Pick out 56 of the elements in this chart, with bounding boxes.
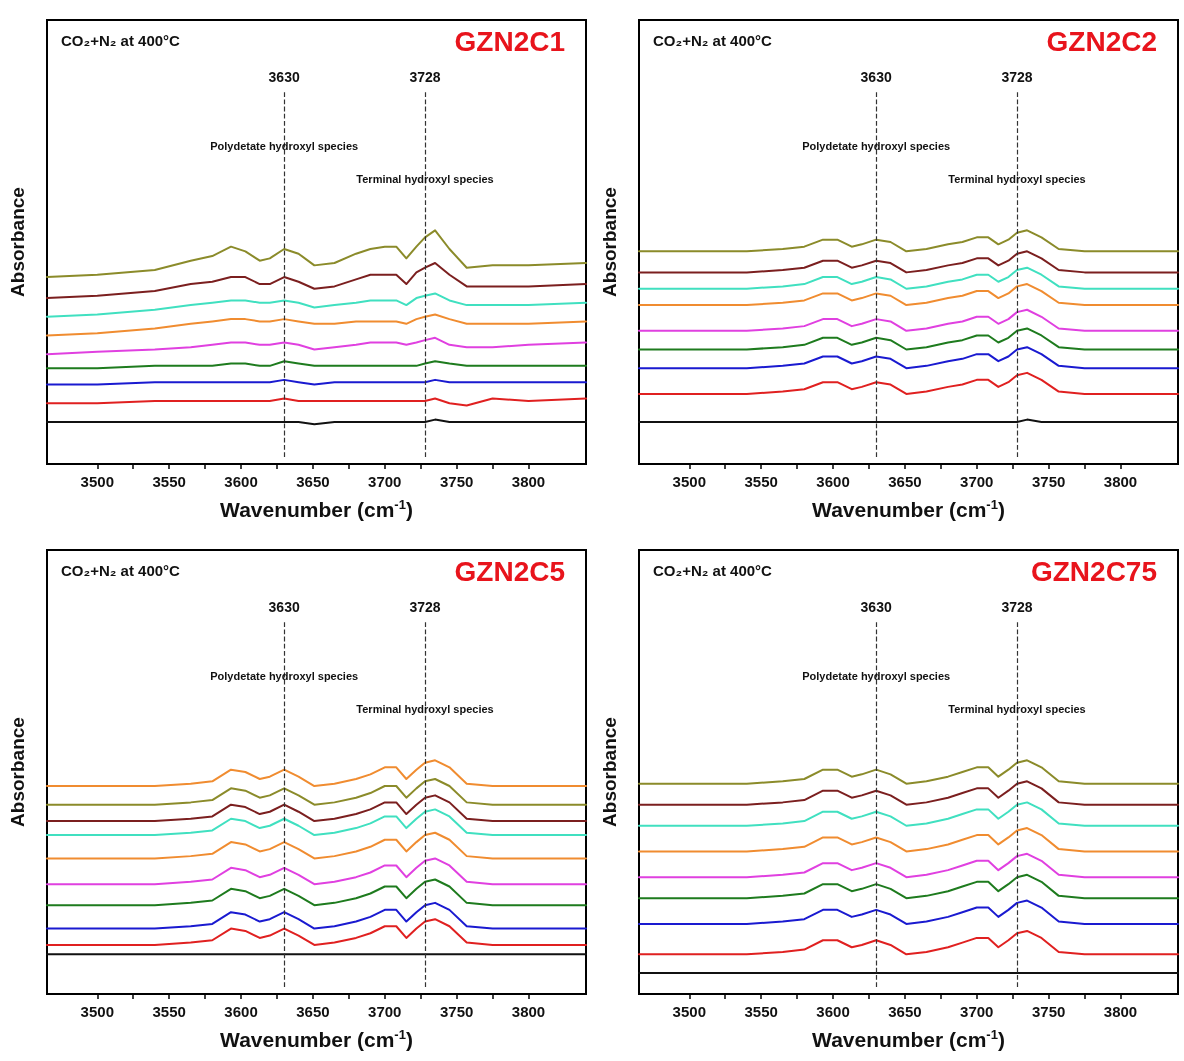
x-tick-label: 3600	[224, 473, 258, 490]
x-tick-label: 3700	[960, 1003, 994, 1020]
x-tick-label: 3800	[511, 1003, 546, 1020]
x-tick-label: 3500	[80, 473, 114, 490]
x-tick-label: 3550	[152, 473, 186, 490]
ref-line-label: 3630	[268, 69, 300, 86]
text: Polydetate hydroxyl species	[210, 670, 359, 683]
x-tick-label: 3650	[296, 1003, 330, 1020]
ref-line-label: 3630	[268, 599, 300, 616]
chart-subtitle: CO₂+N₂ at 400°C	[61, 32, 181, 49]
text: Terminal hydroxyl species	[356, 172, 494, 185]
ref-line-label: 3728	[409, 69, 441, 86]
chart-title: GZN2C75	[1030, 555, 1158, 587]
text: Polydetate hydroxyl species	[802, 140, 951, 153]
x-tick-label: 3550	[744, 1003, 778, 1020]
x-tick-label: 3700	[368, 473, 402, 490]
chart-subtitle: CO₂+N₂ at 400°C	[653, 562, 773, 579]
x-tick-label: 3800	[1103, 1003, 1138, 1020]
x-tick-label: 3800	[511, 473, 546, 490]
x-tick-label: 3500	[672, 1003, 706, 1020]
x-tick-label: 3650	[888, 473, 922, 490]
ref-line-label: 3630	[860, 69, 892, 86]
chart-subtitle: CO₂+N₂ at 400°C	[61, 562, 181, 579]
chart-title: GZN2C5	[454, 555, 565, 587]
y-axis-title: Absorbance	[7, 717, 28, 827]
y-axis-title: Absorbance	[599, 717, 620, 827]
ref-line-label: 3728	[1001, 599, 1033, 616]
text: Terminal hydroxyl species	[948, 172, 1086, 185]
chart-subtitle: CO₂+N₂ at 400°C	[653, 32, 773, 49]
x-tick-label: 3550	[744, 473, 778, 490]
x-tick-label: 3600	[224, 1003, 258, 1020]
chart-title: GZN2C2	[1046, 25, 1157, 57]
x-tick-label: 3750	[439, 473, 474, 490]
x-tick-label: 3500	[672, 473, 706, 490]
ref-line-label: 3728	[409, 599, 441, 616]
text: Polydetate hydroxyl species	[210, 140, 359, 153]
x-tick-label: 3800	[1103, 473, 1138, 490]
text: Terminal hydroxyl species	[948, 702, 1086, 715]
ref-line-label: 3728	[1001, 69, 1033, 86]
x-tick-label: 3600	[816, 473, 850, 490]
x-tick-label: 3650	[296, 473, 330, 490]
text: Terminal hydroxyl species	[356, 702, 494, 715]
x-tick-label: 3550	[152, 1003, 186, 1020]
y-axis-title: Absorbance	[599, 187, 620, 297]
x-tick-label: 3700	[960, 473, 994, 490]
y-axis-title: Absorbance	[7, 187, 28, 297]
x-tick-label: 3650	[888, 1003, 922, 1020]
chart-title: GZN2C1	[454, 25, 565, 57]
x-tick-label: 3500	[80, 1003, 114, 1020]
x-tick-label: 3600	[816, 1003, 850, 1020]
x-tick-label: 3700	[368, 1003, 402, 1020]
ref-line-label: 3630	[860, 599, 892, 616]
x-tick-label: 3750	[439, 1003, 474, 1020]
x-tick-label: 3750	[1031, 1003, 1066, 1020]
x-tick-label: 3750	[1031, 473, 1066, 490]
text: Polydetate hydroxyl species	[802, 670, 951, 683]
